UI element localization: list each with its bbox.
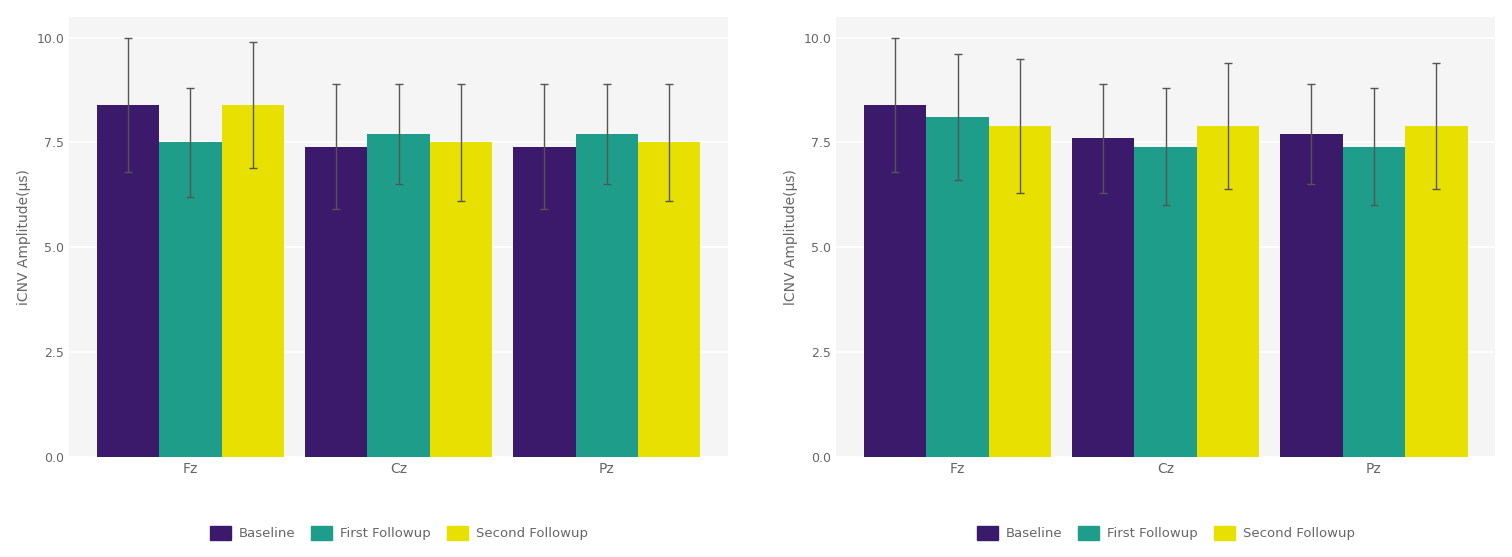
Y-axis label: lCNV Amplitude(μs): lCNV Amplitude(μs) <box>783 169 798 305</box>
Bar <box>1405 126 1468 457</box>
Bar <box>576 134 638 457</box>
Bar <box>1281 134 1343 457</box>
Bar <box>513 146 576 457</box>
Bar <box>863 105 927 457</box>
Bar <box>638 143 700 457</box>
Bar <box>367 134 429 457</box>
Bar <box>1072 138 1134 457</box>
Bar <box>927 118 989 457</box>
Bar <box>222 105 284 457</box>
Legend: Baseline, First Followup, Second Followup: Baseline, First Followup, Second Followu… <box>204 521 593 546</box>
Legend: Baseline, First Followup, Second Followup: Baseline, First Followup, Second Followu… <box>971 521 1359 546</box>
Bar <box>429 143 493 457</box>
Bar <box>159 143 222 457</box>
Bar <box>1343 146 1405 457</box>
Bar <box>989 126 1051 457</box>
Bar <box>305 146 367 457</box>
Bar <box>97 105 159 457</box>
Bar <box>1198 126 1259 457</box>
Y-axis label: iCNV Amplitude(μs): iCNV Amplitude(μs) <box>17 169 30 305</box>
Bar <box>1134 146 1198 457</box>
